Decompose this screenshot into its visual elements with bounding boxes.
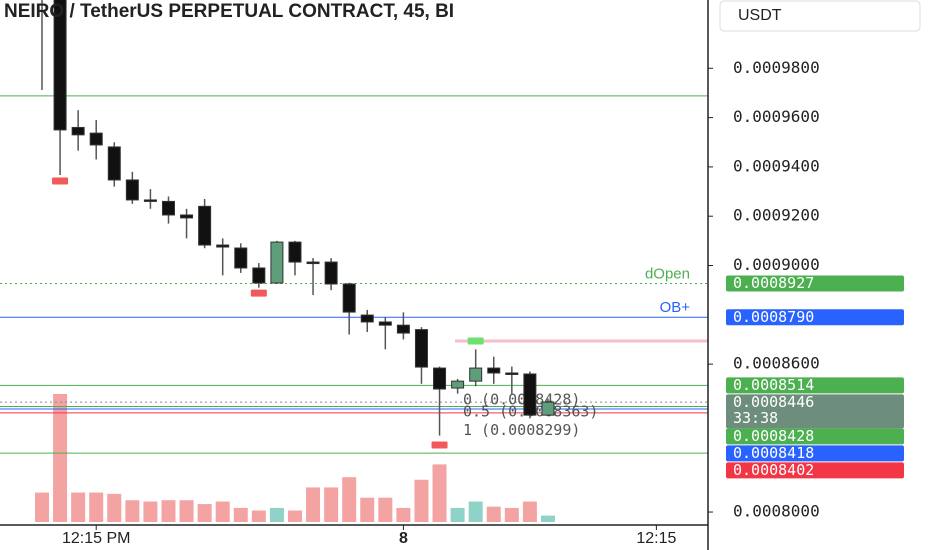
currency: USDT — [738, 7, 782, 24]
volume-bar — [306, 487, 321, 522]
volume-bar — [197, 504, 212, 522]
volume-bar — [143, 501, 158, 522]
candle-body — [71, 126, 85, 136]
volume-bar — [233, 507, 248, 522]
volume-bar — [324, 487, 339, 522]
volume-bar — [251, 510, 266, 522]
volume-bar — [269, 507, 284, 522]
candle-body — [125, 179, 139, 201]
volume-bar — [360, 497, 375, 522]
volume-bar — [53, 394, 68, 522]
y-tick-label: 0.0009000 — [733, 255, 820, 274]
fractal-marker — [250, 289, 267, 297]
y-tick-label: 0.0009200 — [733, 206, 820, 225]
volume-bar — [71, 492, 86, 522]
level-name: dOpen — [645, 265, 690, 282]
candle-body — [107, 146, 121, 181]
candle-body — [396, 324, 410, 334]
volume-bar — [540, 515, 555, 522]
price-tag-label: 0.0008446 — [733, 393, 814, 411]
candle-body — [180, 214, 194, 219]
currency-button[interactable] — [719, 0, 921, 32]
price-tag-label: 0.0008428 — [733, 427, 814, 445]
candle-body — [324, 261, 338, 285]
price-tag — [726, 462, 904, 479]
volume-bar — [432, 464, 447, 522]
volume-bar — [450, 507, 465, 522]
price-tag — [726, 275, 904, 292]
price-tag — [726, 428, 904, 445]
fractal-marker — [467, 337, 484, 345]
price-tag — [726, 445, 904, 462]
price-tag — [726, 309, 904, 326]
chart-title: NEIRO / TetherUS PERPETUAL CONTRACT, 45,… — [4, 1, 454, 22]
x-tick-label: 12:15 PM — [62, 530, 130, 547]
candle-body — [360, 314, 374, 323]
fib-label: 1 (0.0008299) — [463, 421, 580, 439]
candle-body — [306, 261, 320, 265]
volume-bar — [179, 500, 194, 522]
volume-bar — [161, 500, 176, 522]
volume-bar — [125, 500, 140, 522]
price-tag — [726, 394, 904, 429]
candle-body — [469, 367, 483, 382]
candle-body — [288, 241, 302, 263]
candle-body — [53, 0, 67, 131]
volume-bar — [89, 492, 104, 522]
candle-body — [252, 267, 266, 284]
volume-bar — [215, 501, 230, 522]
volume-bar — [35, 492, 49, 522]
candle-body — [342, 283, 356, 313]
volume-bar — [378, 497, 393, 522]
candle-body — [451, 380, 465, 389]
price-tag-label: 0.0008927 — [733, 274, 814, 292]
volume-bar — [396, 507, 411, 522]
level-name: OB+ — [660, 299, 691, 316]
x-tick-label: 12:15 — [636, 530, 676, 547]
x-tick-label: 8 — [399, 530, 408, 547]
y-tick-label: 0.0008000 — [733, 502, 820, 521]
price-tag-label: 0.0008418 — [733, 444, 814, 462]
countdown: 33:38 — [733, 409, 778, 427]
candle-body — [216, 244, 230, 248]
y-tick-label: 0.0009600 — [733, 107, 820, 126]
candle-body — [89, 132, 103, 146]
volume-bar — [468, 501, 483, 522]
price-tag — [726, 377, 904, 394]
y-tick-label: 0.0008600 — [733, 354, 820, 373]
candle-body — [433, 367, 447, 390]
y-tick-label: 0.0009400 — [733, 156, 820, 175]
candle-body — [270, 241, 284, 284]
price-tag-label: 0.0008402 — [733, 461, 814, 479]
volume-bar — [486, 506, 501, 522]
volume-bar — [414, 479, 429, 522]
candle-body — [505, 372, 519, 375]
candle-body — [161, 200, 175, 216]
volume-bar — [287, 510, 302, 522]
volume-bar — [107, 493, 122, 522]
price-tag-label: 0.0008514 — [733, 376, 814, 394]
price-pane: 0 (0.0008428)0.5 (0.0008363)1 (0.0008299… — [0, 0, 708, 522]
volume-bar — [522, 501, 537, 522]
candle-body — [143, 199, 157, 202]
candle-body — [487, 367, 501, 374]
candle-body — [523, 373, 537, 416]
y-tick-label: 0.0009800 — [733, 58, 820, 77]
candle-body — [541, 401, 555, 416]
candle-body — [378, 321, 392, 326]
candle-body — [234, 247, 248, 269]
candle-body — [414, 329, 428, 368]
candle-body — [198, 205, 212, 246]
volume-bar — [504, 507, 519, 522]
price-tag-label: 0.0008790 — [733, 308, 814, 326]
fractal-marker — [52, 177, 69, 185]
fractal-marker — [431, 441, 448, 449]
volume-bar — [342, 477, 357, 522]
